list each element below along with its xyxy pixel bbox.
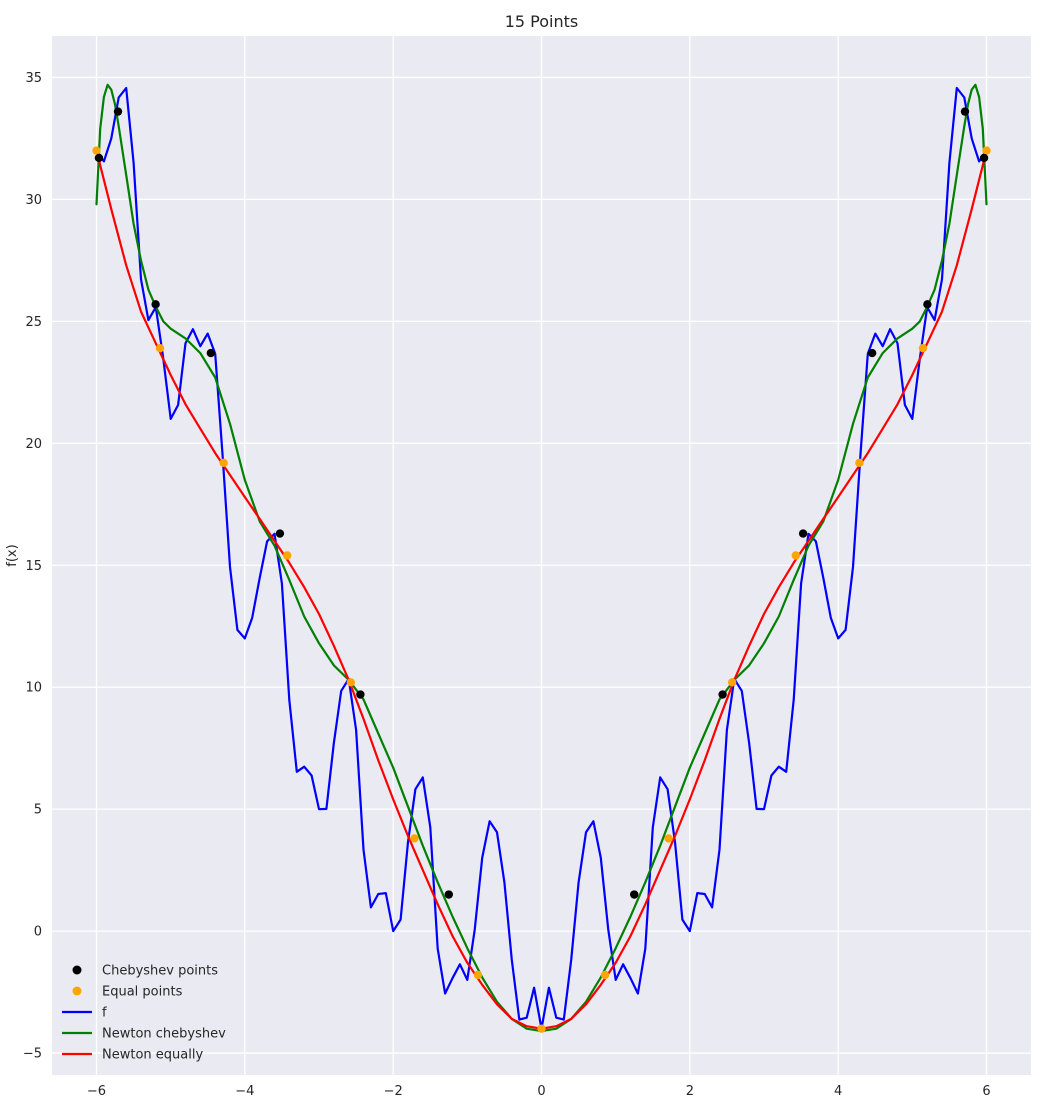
- legend-marker-equal-points: [72, 986, 82, 996]
- legend-label-f: f: [102, 1006, 107, 1021]
- point-equal-points: [791, 551, 801, 560]
- point-chebyshev-points: [923, 300, 932, 309]
- point-chebyshev-points: [151, 300, 160, 309]
- point-equal-points: [155, 343, 165, 353]
- x-tick-label: 0: [537, 1084, 545, 1099]
- y-tick-label: 35: [25, 71, 42, 86]
- chart-title: 15 Points: [505, 12, 579, 31]
- point-chebyshev-points: [206, 348, 216, 358]
- y-tick-label: 15: [25, 559, 42, 574]
- y-tick-label: 20: [25, 437, 42, 452]
- point-chebyshev-points: [867, 348, 877, 358]
- point-chebyshev-points: [356, 690, 365, 699]
- x-tick-label: 4: [834, 1084, 842, 1099]
- point-chebyshev-points: [960, 107, 970, 116]
- point-chebyshev-points: [275, 529, 285, 538]
- legend-label-newton-chebyshev: Newton chebyshev: [102, 1027, 226, 1042]
- point-chebyshev-points: [444, 890, 453, 899]
- point-equal-points: [410, 834, 419, 843]
- legend-marker-chebyshev-points: [72, 965, 82, 975]
- legend-label-newton-equally: Newton equally: [102, 1048, 203, 1063]
- y-tick-label: 10: [25, 681, 42, 696]
- point-chebyshev-points: [979, 153, 989, 163]
- point-chebyshev-points: [630, 890, 639, 899]
- axis-ticks: −6 −4 −2 0 2 4 6 −5 0 5 10 15 20 25 30 35: [23, 71, 991, 1099]
- x-tick-label: −4: [235, 1084, 254, 1099]
- y-tick-label: 30: [25, 193, 42, 208]
- y-tick-label: 5: [34, 803, 42, 818]
- legend: Chebyshev points Equal points f Newton cheb…: [62, 964, 226, 1063]
- point-equal-points: [664, 834, 673, 843]
- legend-label-chebyshev-points: Chebyshev points: [102, 964, 218, 979]
- y-tick-label: −5: [23, 1047, 42, 1062]
- point-equal-points: [918, 343, 928, 353]
- point-equal-points: [282, 551, 292, 560]
- point-equal-points: [727, 678, 737, 687]
- point-equal-points: [855, 458, 864, 468]
- point-chebyshev-points: [718, 690, 727, 699]
- point-chebyshev-points: [94, 153, 104, 163]
- point-equal-points: [473, 970, 483, 980]
- point-equal-points: [92, 146, 101, 155]
- x-tick-label: −2: [384, 1084, 403, 1099]
- point-equal-points: [346, 678, 356, 687]
- x-tick-label: −6: [87, 1084, 106, 1099]
- point-equal-points: [537, 1024, 546, 1033]
- y-tick-label: 0: [34, 925, 42, 940]
- grid-lines: [52, 36, 1031, 1075]
- x-tick-label: 6: [982, 1084, 990, 1099]
- data-series: [92, 83, 991, 1033]
- y-tick-label: 25: [25, 315, 42, 330]
- point-equal-points: [600, 970, 610, 980]
- legend-label-equal-points: Equal points: [102, 985, 183, 1000]
- point-chebyshev-points: [113, 107, 123, 116]
- y-axis-label: f(x): [5, 544, 20, 566]
- point-chebyshev-points: [798, 529, 808, 538]
- point-equal-points: [219, 458, 228, 468]
- point-equal-points: [982, 146, 991, 155]
- x-tick-label: 2: [686, 1084, 694, 1099]
